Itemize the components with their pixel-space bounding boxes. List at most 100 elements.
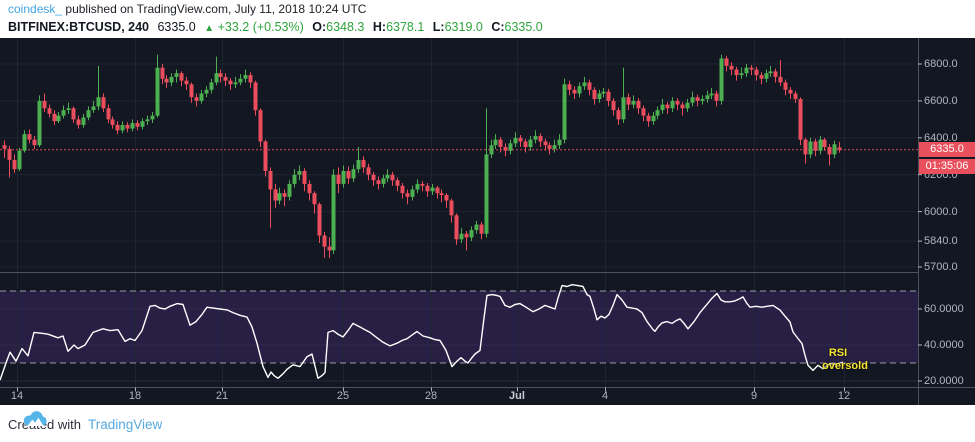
candle-body (282, 193, 287, 197)
last-price-badge: 6335.0 (919, 142, 975, 157)
candle-body (361, 159, 366, 168)
candle-body (209, 82, 214, 90)
candle-body (336, 174, 341, 184)
candle-body (66, 108, 71, 111)
time-axis-label: 14 (10, 390, 24, 402)
candle-body (76, 119, 81, 125)
candle-body (587, 82, 592, 90)
candle-body (631, 100, 636, 105)
candle-body (37, 100, 42, 146)
candle-body (803, 139, 808, 155)
candle-body (223, 76, 228, 81)
candle-body (611, 100, 616, 111)
tradingview-brand-link[interactable]: TradingView (87, 416, 163, 432)
candle-body (7, 148, 12, 160)
candle-body (390, 174, 395, 181)
rsi-axis-label: 60.0000 (924, 303, 964, 315)
candle-body (832, 144, 837, 155)
candle-body (164, 78, 169, 83)
candle-body (228, 80, 233, 85)
author-link[interactable]: coindesk_ (8, 2, 63, 16)
candle-body (646, 115, 651, 122)
candle-body (474, 224, 479, 231)
time-axis-label: 21 (215, 390, 229, 402)
chart-area[interactable]: 6800.0 6600.0 6400.0 6200.0 6000.0 5840.0 5700… (0, 38, 975, 405)
candle-body (793, 93, 798, 100)
close-value: 6335.0 (504, 20, 543, 34)
candle-body (798, 99, 803, 140)
candle-body (268, 171, 273, 190)
candle-body (150, 115, 155, 120)
candle-body (71, 108, 76, 120)
candle-body (724, 58, 729, 66)
candle-body (538, 135, 543, 142)
candle-body (243, 75, 248, 79)
tradingview-cloud-icon (23, 411, 47, 426)
price-axis-label: 5700.0 (924, 260, 958, 273)
candle-body (160, 67, 165, 79)
symbol-legend: BITFINEX:BTCUSD, 240 6335.0 ▲ +33.2 (+0.… (8, 18, 543, 38)
bar-countdown-badge: 01:35:06 (919, 159, 975, 174)
candle-body (96, 97, 101, 107)
time-axis-label: 9 (750, 390, 758, 402)
candle-body (184, 80, 189, 85)
candle-body (508, 143, 513, 151)
time-axis-label: 25 (336, 390, 350, 402)
candle-body (292, 174, 297, 184)
candle-body (439, 193, 444, 195)
candle-body (670, 100, 675, 109)
candle-body (120, 124, 125, 131)
symbol-name[interactable]: BITFINEX:BTCUSD, 240 (8, 20, 149, 34)
candle-body (606, 91, 611, 101)
candle-body (2, 145, 7, 149)
candle-body (734, 69, 739, 76)
candle-body (449, 200, 454, 216)
publish-text: published on TradingView.com, July 11, 2… (65, 2, 367, 16)
candle-body (400, 185, 405, 194)
candle-body (822, 139, 827, 148)
candle-body (302, 171, 307, 184)
candle-body (837, 147, 842, 150)
candle-body (435, 187, 440, 194)
candle-body (307, 183, 312, 194)
candle-body (557, 139, 562, 146)
candle-body (233, 82, 238, 85)
candle-body (430, 187, 435, 192)
candle-body (700, 99, 705, 101)
chart-canvas[interactable] (0, 38, 975, 405)
candle-body (813, 141, 818, 151)
candle-body (503, 147, 508, 151)
candle-body (729, 65, 734, 70)
candle-body (562, 84, 567, 140)
candle-body (714, 93, 719, 101)
candle-body (420, 183, 425, 186)
candle-body (572, 89, 577, 94)
candle-body (238, 78, 243, 83)
candle-body (425, 185, 430, 192)
candle-body (744, 67, 749, 74)
candle-body (258, 110, 263, 142)
candle-body (42, 100, 47, 109)
candle-body (135, 123, 140, 127)
candle-body (660, 104, 665, 111)
candle-body (32, 139, 37, 146)
rsi-axis-label: 40.0000 (924, 339, 964, 351)
rsi-band (0, 291, 918, 363)
candle-body (395, 180, 400, 186)
candle-body (498, 139, 503, 148)
candle-body (410, 189, 415, 197)
candle-body (346, 171, 351, 179)
candle-body (773, 71, 778, 77)
candle-body (110, 119, 115, 125)
high-label: H: (372, 20, 387, 34)
candle-body (754, 69, 759, 76)
candle-body (454, 215, 459, 240)
candle-body (513, 137, 518, 144)
open-label: O: (312, 20, 327, 34)
candle-body (719, 58, 724, 101)
candle-body (808, 141, 813, 155)
candle-body (651, 115, 656, 122)
low-value: 6319.0 (444, 20, 483, 34)
candle-body (12, 159, 17, 170)
